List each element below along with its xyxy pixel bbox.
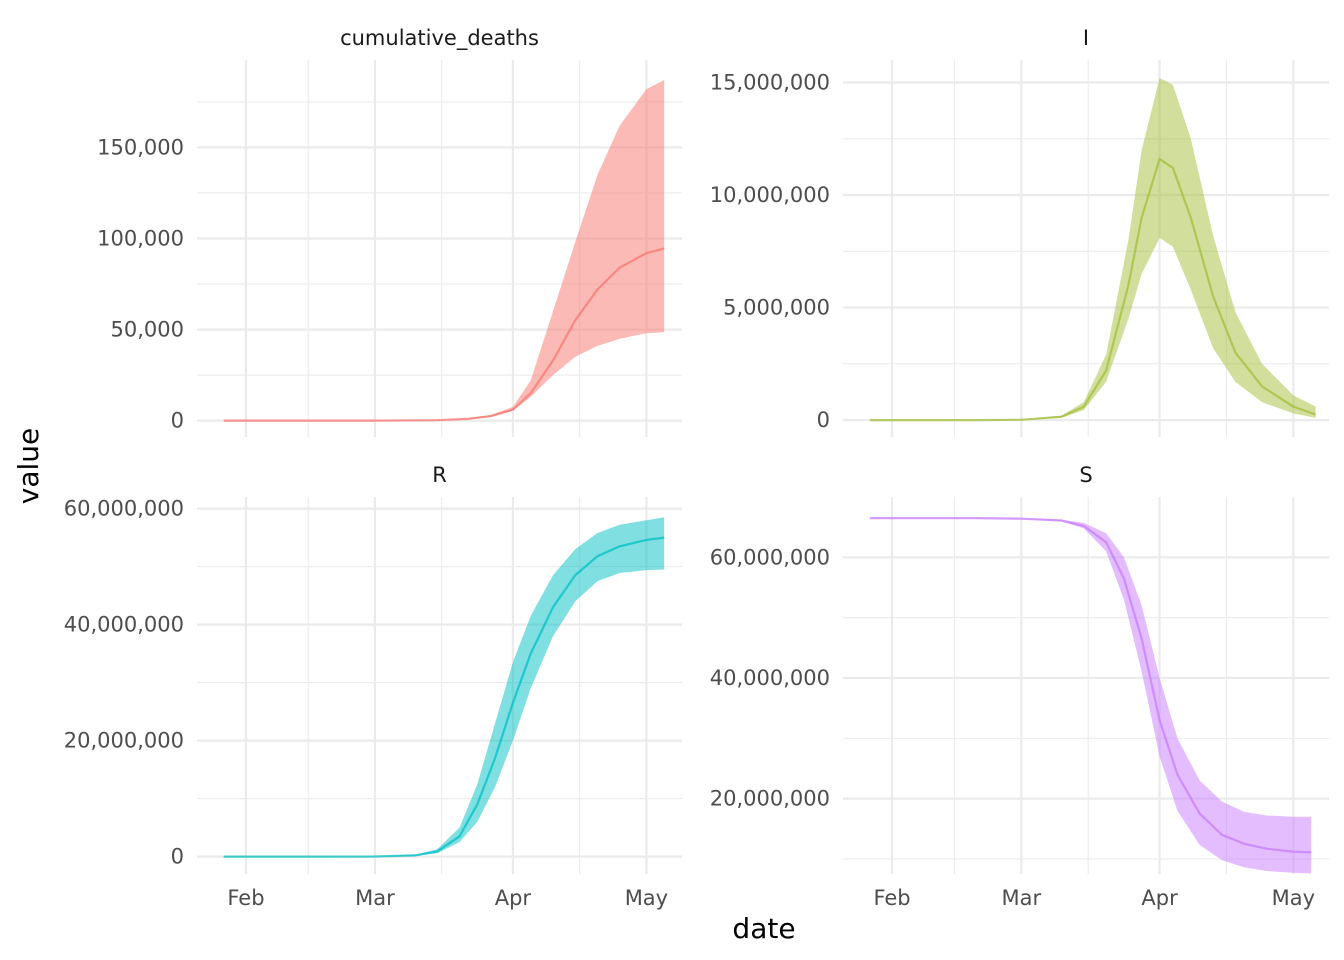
y-tick-label: 0 xyxy=(171,845,184,869)
y-axis-title: value xyxy=(12,428,45,504)
median-line xyxy=(869,517,1312,854)
y-tick-label: 40,000,000 xyxy=(710,666,830,690)
confidence-ribbon xyxy=(223,517,665,857)
x-tick-label: Apr xyxy=(495,886,532,910)
y-tick-label: 150,000 xyxy=(97,135,184,159)
x-tick-label: Apr xyxy=(1141,886,1178,910)
y-tick-label: 100,000 xyxy=(97,226,184,250)
facet-panel-i: I 0 5,000,000 10,000,000 15,000,000 xyxy=(710,26,1329,437)
x-tick-label: May xyxy=(625,886,668,910)
y-tick-label: 0 xyxy=(817,408,830,432)
y-tick-label: 15,000,000 xyxy=(710,71,830,95)
x-tick-label: May xyxy=(1272,886,1315,910)
facet-title: R xyxy=(432,463,447,487)
y-tick-label: 60,000,000 xyxy=(710,545,830,569)
median-line xyxy=(223,247,665,422)
x-tick-label: Feb xyxy=(227,886,264,910)
y-tick-label: 5,000,000 xyxy=(723,296,830,320)
x-tick-label: Mar xyxy=(1002,886,1042,910)
y-tick-label: 60,000,000 xyxy=(64,497,184,521)
confidence-ribbon xyxy=(223,80,665,421)
y-tick-label: 0 xyxy=(171,409,184,433)
x-axis-title: date xyxy=(732,912,795,945)
x-tick-label: Mar xyxy=(355,886,395,910)
confidence-ribbon xyxy=(869,78,1316,421)
y-tick-label: 10,000,000 xyxy=(710,183,830,207)
facet-panel-s: S 20,000,000 40,000,000 60,000,000 Feb Mar Apr… xyxy=(710,463,1329,910)
median-line xyxy=(223,536,665,858)
facet-title: I xyxy=(1083,26,1089,50)
facet-title: cumulative_deaths xyxy=(340,26,539,51)
median-line xyxy=(869,157,1316,422)
x-tick-label: Feb xyxy=(873,886,910,910)
facet-title: S xyxy=(1079,463,1092,487)
y-tick-label: 20,000,000 xyxy=(64,729,184,753)
y-tick-label: 20,000,000 xyxy=(710,787,830,811)
facet-panel-cumulative-deaths: cumulative_deaths 0 50,000 100,000 150,000 xyxy=(97,26,682,437)
y-tick-label: 50,000 xyxy=(111,318,184,342)
facet-panel-r: R 0 20,000,000 40,000,000 60,000,000 Feb Mar Ap… xyxy=(64,463,682,910)
y-tick-label: 40,000,000 xyxy=(64,613,184,637)
confidence-ribbon xyxy=(869,518,1312,874)
